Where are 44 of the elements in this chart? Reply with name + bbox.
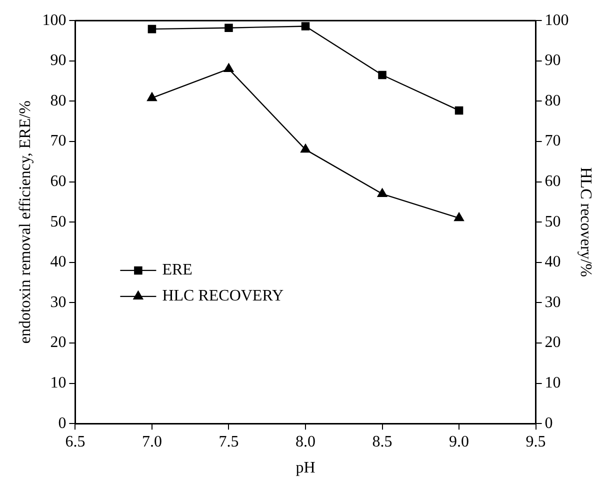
y2-tick-label: 90 (544, 52, 561, 70)
y-tick-label: 90 (50, 52, 66, 70)
y-tick-label: 80 (50, 92, 66, 110)
legend-label: ERE (162, 262, 192, 279)
y2-tick-label: 10 (544, 374, 561, 392)
x-tick-label: 6.5 (65, 433, 86, 450)
y2-tick-label: 50 (544, 213, 561, 230)
point (301, 22, 310, 30)
point (224, 24, 233, 32)
y-tick-label: 10 (50, 374, 66, 392)
y-tick-label: 0 (58, 414, 66, 432)
x-tick-label: 7.5 (218, 433, 239, 450)
y-tick-label: 20 (50, 334, 66, 352)
legend-label: HLC RECOVERY (162, 288, 284, 305)
y2-tick-label: 40 (544, 254, 561, 271)
y-axis-title: endotoxin removal efficiency, ERE/% (16, 100, 34, 344)
y2-tick-label: 0 (544, 414, 553, 432)
point (147, 92, 157, 102)
y2-tick-label: 70 (544, 132, 561, 150)
y2-tick-label: 20 (544, 334, 561, 352)
y2-tick-label: 30 (544, 294, 561, 311)
x-tick-label: 8.0 (296, 433, 316, 450)
y2-tick-label: 60 (544, 173, 561, 190)
x-tick-label: 8.5 (372, 433, 392, 450)
x-axis-title: pH (296, 460, 316, 477)
y-tick-label: 40 (50, 254, 66, 271)
y-tick-label: 70 (50, 132, 66, 150)
y-tick-label: 50 (50, 213, 66, 230)
point (224, 63, 234, 72)
point (148, 24, 156, 34)
y-tick-label: 30 (50, 294, 66, 311)
point (454, 106, 464, 115)
y-tick-label: 60 (50, 173, 66, 190)
y2-tick-label: 80 (544, 92, 561, 110)
point (378, 70, 386, 80)
x-tick-label: 9.0 (449, 433, 470, 450)
point (377, 188, 388, 197)
point (454, 212, 464, 222)
x-tick-label: 9.5 (526, 433, 546, 450)
point (300, 144, 310, 153)
x-tick-label: 7.0 (142, 433, 162, 450)
y2-axis-title: HLC recovery/% (577, 167, 594, 277)
y2-tick-label: 100 (544, 12, 569, 29)
y-tick-label: 100 (42, 12, 66, 29)
